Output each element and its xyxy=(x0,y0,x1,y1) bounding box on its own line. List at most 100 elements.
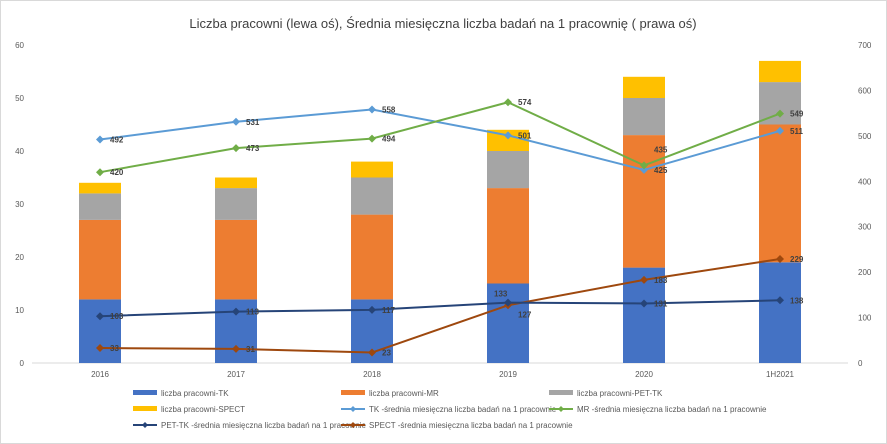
data-label: 501 xyxy=(518,131,532,140)
series-marker xyxy=(96,135,104,144)
data-label: 117 xyxy=(382,306,395,315)
series-marker xyxy=(504,298,512,307)
lines: 33 31 23 127 183 229 103 113 117 133 131 138 492 531 5… xyxy=(96,98,804,358)
data-label: 531 xyxy=(246,118,260,127)
data-label: 127 xyxy=(518,310,532,319)
legend-marker xyxy=(350,422,356,428)
left-tick-label: 40 xyxy=(15,147,24,156)
left-tick-label: 60 xyxy=(15,41,24,50)
bar-segment xyxy=(79,193,121,220)
bar-segment xyxy=(623,76,665,98)
data-label: 229 xyxy=(790,255,804,264)
bar-segment xyxy=(79,182,121,194)
series-marker xyxy=(776,296,784,305)
series-marker xyxy=(232,344,240,353)
bar-segment xyxy=(487,283,529,363)
data-label: 511 xyxy=(790,127,803,136)
series-marker xyxy=(232,144,240,153)
legend-swatch xyxy=(341,390,365,395)
series-marker xyxy=(232,117,240,126)
bar-segment xyxy=(79,219,121,300)
data-label: 492 xyxy=(110,135,124,144)
bar-segment xyxy=(215,177,257,189)
data-label: 494 xyxy=(382,135,396,144)
x-tick-label: 2018 xyxy=(363,370,381,379)
bar-segment xyxy=(487,188,529,284)
bar-segment xyxy=(759,124,801,263)
right-tick-label: 500 xyxy=(858,132,872,141)
bar-segment xyxy=(487,129,529,151)
legend-label: liczba pracowni-TK xyxy=(161,389,229,398)
left-tick-label: 20 xyxy=(15,253,24,262)
series-marker xyxy=(504,131,512,140)
series-marker xyxy=(96,344,104,353)
series-marker xyxy=(368,348,376,357)
data-label: 133 xyxy=(494,290,508,299)
data-label: 33 xyxy=(110,344,119,353)
left-tick-label: 0 xyxy=(20,359,25,368)
data-label: 131 xyxy=(654,299,668,308)
data-label: 558 xyxy=(382,106,396,115)
series-marker xyxy=(776,126,784,135)
series-line xyxy=(99,257,781,354)
right-tick-label: 600 xyxy=(858,86,872,95)
data-label: 435 xyxy=(654,145,668,154)
left-tick-label: 10 xyxy=(15,306,24,315)
data-label: 574 xyxy=(518,98,532,107)
bars xyxy=(79,60,801,363)
legend-label: liczba pracowni-MR xyxy=(369,389,439,398)
series-marker xyxy=(640,165,648,174)
legend-label: liczba pracowni-PET-TK xyxy=(577,389,663,398)
right-tick-label: 300 xyxy=(858,223,872,232)
series-marker xyxy=(640,275,648,284)
x-tick-label: 1H2021 xyxy=(766,370,795,379)
series-line xyxy=(99,108,781,171)
x-tick-label: 2019 xyxy=(499,370,517,379)
data-label: 113 xyxy=(246,308,259,317)
bar-segment xyxy=(351,177,393,215)
series-marker xyxy=(640,299,648,308)
legend-swatch xyxy=(133,390,157,395)
bar-segment xyxy=(215,219,257,300)
left-tick-label: 50 xyxy=(15,94,24,103)
bar-segment xyxy=(759,60,801,83)
bar-segment xyxy=(351,161,393,178)
legend-label: liczba pracowni-SPECT xyxy=(161,405,245,414)
bar-segment xyxy=(759,262,801,363)
series-marker xyxy=(96,168,104,177)
series-marker xyxy=(368,134,376,143)
x-tick-label: 2016 xyxy=(91,370,109,379)
bar-segment xyxy=(79,299,121,363)
bar-segment xyxy=(487,151,529,189)
bar-segment xyxy=(215,188,257,220)
legend-label: SPECT -średnia miesięczna liczba badań n… xyxy=(369,421,573,430)
legend: liczba pracowni-TK liczba pracowni-MR licz… xyxy=(133,389,767,430)
legend-marker xyxy=(142,422,148,428)
right-tick-label: 700 xyxy=(858,41,872,50)
data-label: 425 xyxy=(654,166,668,175)
data-label: 31 xyxy=(246,345,255,354)
data-label: 138 xyxy=(790,296,804,305)
series-marker xyxy=(368,305,376,314)
x-tick-label: 2020 xyxy=(635,370,653,379)
bar-segment xyxy=(623,135,665,268)
data-label: 549 xyxy=(790,110,804,119)
right-tick-label: 100 xyxy=(858,314,872,323)
right-tick-label: 200 xyxy=(858,268,872,277)
data-label: 473 xyxy=(246,144,260,153)
series-marker xyxy=(368,105,376,114)
bar-segment xyxy=(623,98,665,136)
data-label: 23 xyxy=(382,349,391,358)
legend-swatch xyxy=(133,406,157,411)
legend-marker xyxy=(558,406,564,412)
series-marker xyxy=(640,161,648,170)
legend-swatch xyxy=(549,390,573,395)
left-tick-label: 30 xyxy=(15,200,24,209)
series-line xyxy=(99,299,781,318)
data-label: 183 xyxy=(654,276,668,285)
bar-segment xyxy=(351,214,393,300)
series-marker xyxy=(96,312,104,321)
